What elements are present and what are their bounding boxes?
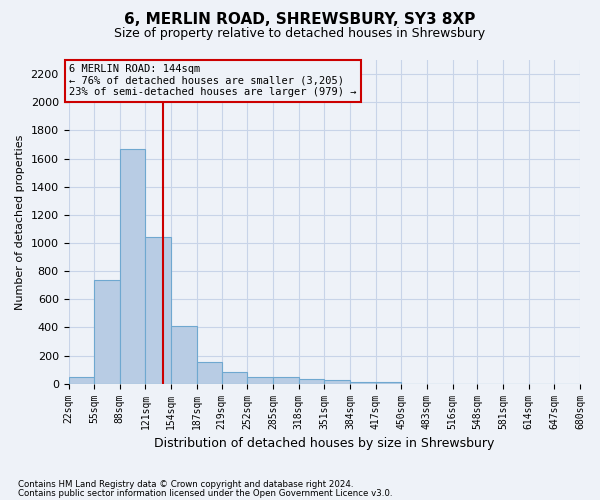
Bar: [197, 362, 223, 384]
Bar: [68, 376, 94, 384]
Bar: [120, 148, 145, 384]
Bar: [145, 238, 171, 384]
Bar: [324, 380, 350, 384]
Text: Contains HM Land Registry data © Crown copyright and database right 2024.: Contains HM Land Registry data © Crown c…: [18, 480, 353, 489]
Text: Size of property relative to detached houses in Shrewsbury: Size of property relative to detached ho…: [115, 28, 485, 40]
Text: 6 MERLIN ROAD: 144sqm
← 76% of detached houses are smaller (3,205)
23% of semi-d: 6 MERLIN ROAD: 144sqm ← 76% of detached …: [70, 64, 357, 98]
Bar: [376, 382, 401, 384]
Bar: [247, 378, 273, 384]
X-axis label: Distribution of detached houses by size in Shrewsbury: Distribution of detached houses by size …: [154, 437, 494, 450]
Text: 6, MERLIN ROAD, SHREWSBURY, SY3 8XP: 6, MERLIN ROAD, SHREWSBURY, SY3 8XP: [124, 12, 476, 28]
Y-axis label: Number of detached properties: Number of detached properties: [15, 134, 25, 310]
Bar: [221, 372, 247, 384]
Bar: [350, 382, 376, 384]
Bar: [171, 326, 197, 384]
Bar: [299, 380, 324, 384]
Bar: [273, 378, 299, 384]
Text: Contains public sector information licensed under the Open Government Licence v3: Contains public sector information licen…: [18, 489, 392, 498]
Bar: [94, 280, 120, 384]
